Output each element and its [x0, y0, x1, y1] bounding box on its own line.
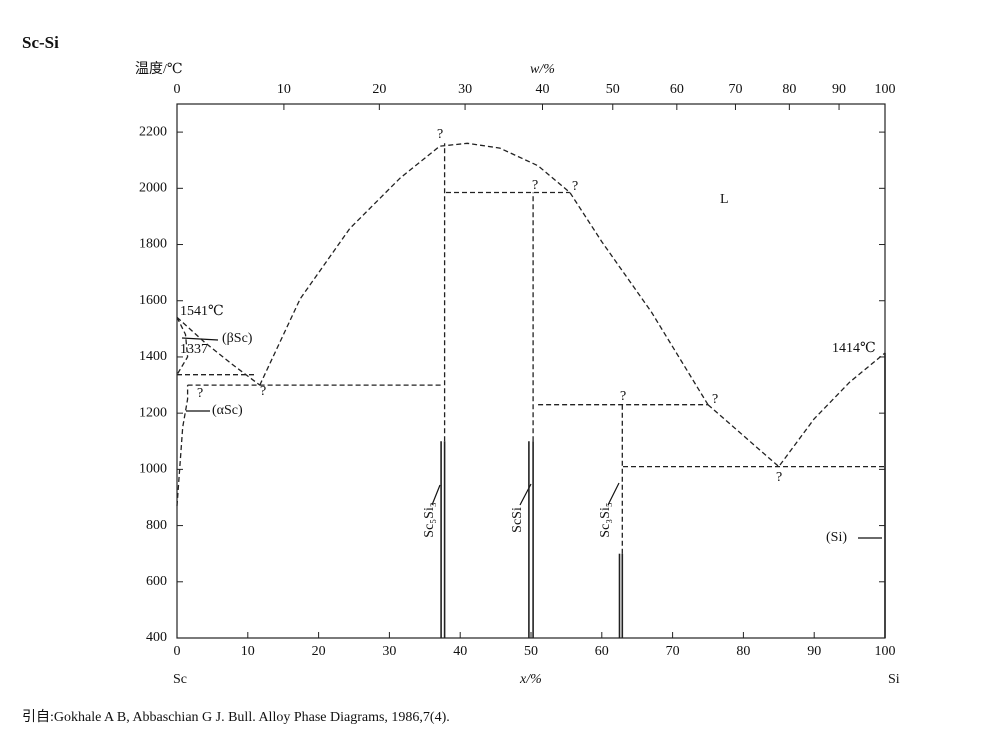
x-tick-label: 0 [174, 644, 181, 659]
annotation: L [720, 192, 729, 207]
arrow [181, 337, 219, 341]
y-tick-label: 1800 [139, 237, 167, 252]
annotation: (αSc) [212, 403, 243, 418]
x-tick-label: 50 [524, 644, 538, 659]
top-axis-label: w/% [530, 62, 555, 77]
right-element: Si [888, 672, 900, 687]
y-tick-label: 800 [146, 518, 167, 533]
phase-boundary [176, 385, 189, 506]
phase-boundary [707, 352, 886, 468]
top-x-tick-label: 60 [670, 82, 684, 97]
annotation: ? [197, 386, 203, 401]
top-x-tick-label: 0 [174, 82, 181, 97]
x-tick-label: 80 [736, 644, 750, 659]
annotation: (Si) [826, 530, 847, 545]
annotation: ? [572, 179, 578, 194]
phase-boundary [176, 316, 261, 386]
annotation: ? [437, 127, 443, 142]
y-tick-label: 1200 [139, 405, 167, 420]
annotation: 1541℃ [180, 304, 224, 319]
y-tick-label: 1000 [139, 462, 167, 477]
annotation: ? [620, 389, 626, 404]
top-x-tick-label: 20 [372, 82, 386, 97]
annotation: ? [712, 392, 718, 407]
source-note: 引自:Gokhale A B, Abbaschian G J. Bull. Al… [22, 709, 450, 725]
x-tick-label: 90 [807, 644, 821, 659]
x-tick-label: 30 [382, 644, 396, 659]
y-tick-label: 1400 [139, 349, 167, 364]
annotation: ? [532, 178, 538, 193]
x-tick-label: 100 [875, 644, 896, 659]
annotation: ScSi [510, 507, 525, 533]
top-x-tick-label: 100 [875, 82, 896, 97]
top-x-tick-label: 90 [832, 82, 846, 97]
y-tick-label: 400 [146, 630, 167, 645]
plot-frame [176, 103, 886, 639]
annotation: 1337 [180, 342, 208, 357]
top-x-tick-label: 50 [606, 82, 620, 97]
top-x-tick-label: 70 [728, 82, 742, 97]
annotation: ? [776, 470, 782, 485]
phase-boundary [259, 142, 709, 406]
top-x-tick-label: 30 [458, 82, 472, 97]
x-tick-label: 60 [595, 644, 609, 659]
top-x-tick-label: 80 [782, 82, 796, 97]
y-tick-label: 2200 [139, 124, 167, 139]
annotation: Sc₃Si₅ [598, 502, 613, 538]
x-tick-label: 20 [312, 644, 326, 659]
left-element: Sc [173, 672, 187, 687]
chart-title: Sc-Si [22, 33, 59, 52]
x-axis-label: x/% [519, 672, 542, 687]
arrow [431, 484, 441, 506]
x-tick-label: 70 [666, 644, 680, 659]
y-tick-label: 600 [146, 574, 167, 589]
x-tick-label: 40 [453, 644, 467, 659]
arrow [607, 482, 620, 506]
top-x-tick-label: 40 [535, 82, 549, 97]
annotation: 1414℃ [832, 341, 876, 356]
top-x-tick-label: 10 [277, 82, 291, 97]
annotation: Sc₅Si₃ [422, 502, 437, 538]
y-tick-label: 2000 [139, 181, 167, 196]
y-axis-label: 温度/℃ [135, 61, 183, 77]
annotation: (βSc) [222, 331, 253, 346]
phase-boundary [176, 317, 189, 376]
arrows [181, 337, 882, 539]
annotation: ? [260, 384, 266, 399]
y-tick-label: 1600 [139, 293, 167, 308]
x-tick-label: 10 [241, 644, 255, 659]
